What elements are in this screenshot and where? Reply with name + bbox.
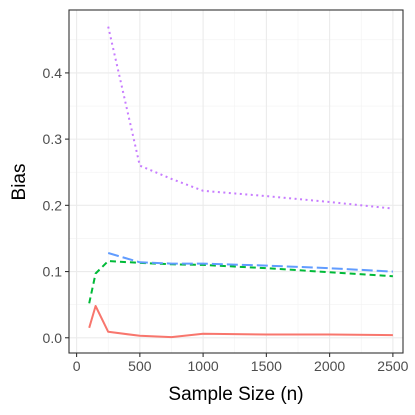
- minor-gridlines: [69, 10, 403, 353]
- x-tick-label: 500: [128, 358, 152, 374]
- y-tick-label: 0.2: [43, 197, 63, 213]
- plot-background: [69, 10, 403, 353]
- x-tick-label: 1000: [188, 358, 219, 374]
- x-tick-label: 0: [73, 358, 81, 374]
- major-gridlines: [69, 10, 403, 353]
- x-axis-title: Sample Size (n): [168, 384, 303, 405]
- y-tick-label: 0.4: [43, 65, 63, 81]
- series-line-4: [107, 26, 394, 210]
- x-tick-label: 2000: [314, 358, 345, 374]
- series-line-3: [107, 252, 393, 273]
- series-lines: [88, 26, 394, 339]
- plot-border: [68, 9, 404, 354]
- y-tick-label: 0.3: [43, 131, 63, 147]
- y-axis-title: Bias: [9, 164, 30, 201]
- series-line-1: [88, 305, 393, 339]
- x-tick-label: 2500: [377, 358, 408, 374]
- x-axis: 0 500 1000 1500 2000 2500: [73, 353, 409, 374]
- y-axis: 0.0 0.1 0.2 0.3 0.4: [43, 65, 69, 346]
- y-tick-label: 0.1: [43, 264, 63, 280]
- x-tick-label: 1500: [251, 358, 282, 374]
- y-tick-label: 0.0: [43, 330, 63, 346]
